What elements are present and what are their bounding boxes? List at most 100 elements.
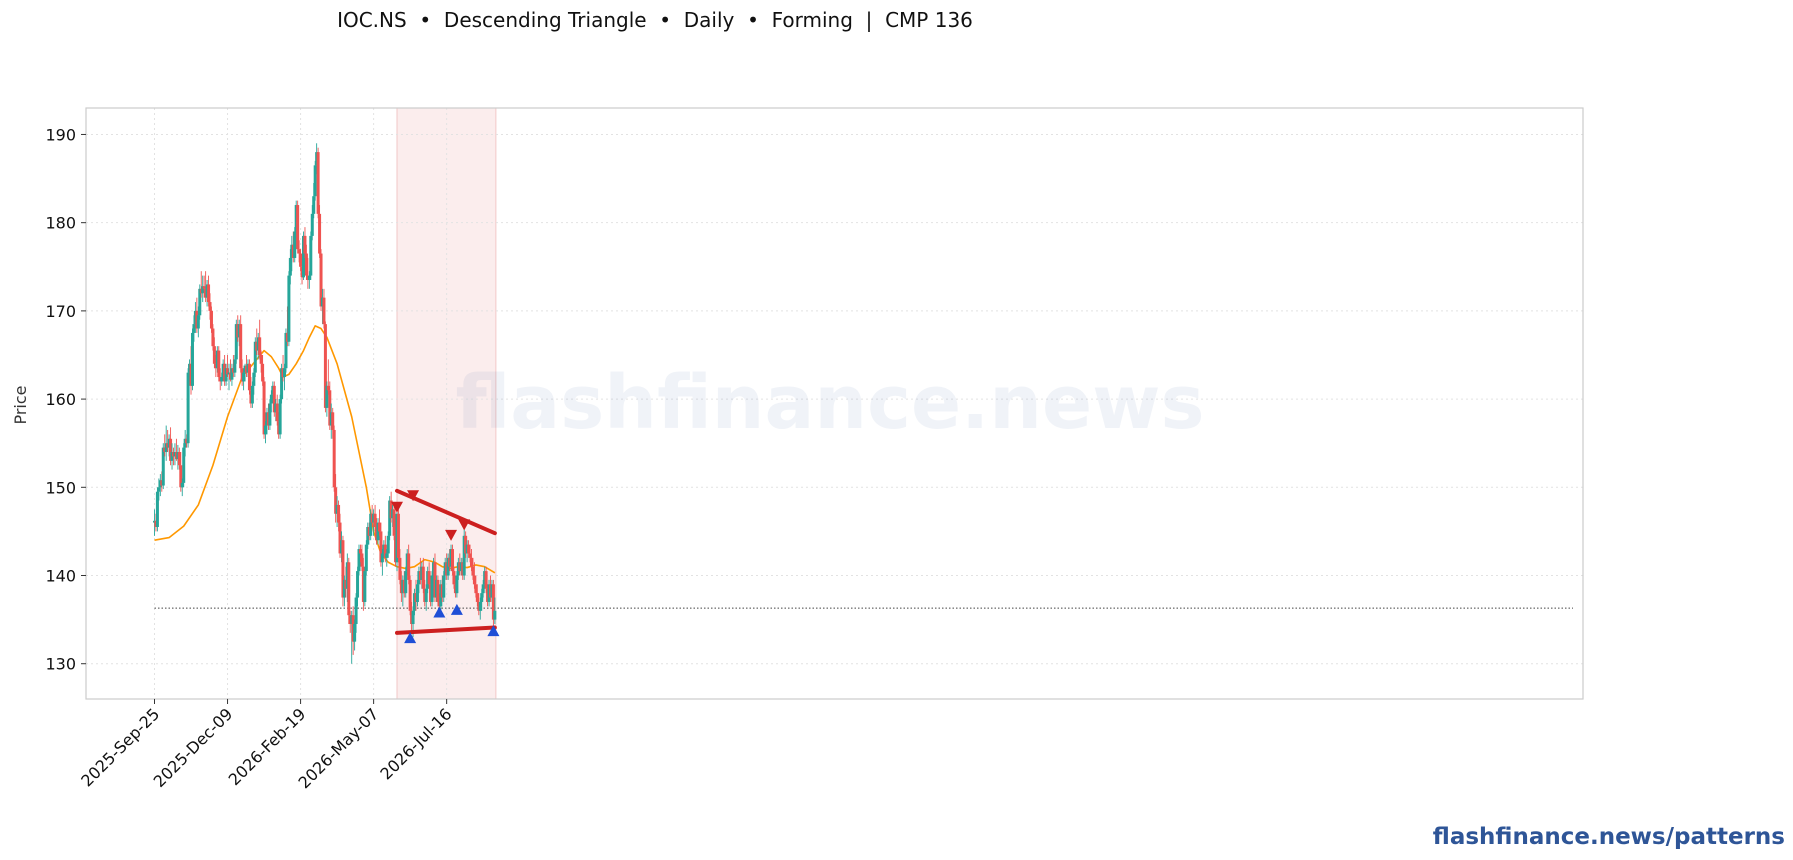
candle-body: [332, 429, 336, 488]
candle: [322, 288, 326, 329]
candle-body: [377, 522, 381, 532]
candle-body: [404, 571, 408, 594]
candle-body: [478, 601, 482, 611]
candle: [364, 540, 368, 576]
axis-layer: 1301401501601701801902025-Sep-252025-Dec…: [45, 125, 455, 792]
candle-body: [302, 235, 306, 278]
candle-body: [207, 284, 211, 303]
candle: [278, 394, 282, 439]
candle-body: [452, 571, 456, 585]
candle-body: [230, 368, 234, 380]
swing-low-marker: [487, 625, 500, 637]
candle-body: [233, 359, 237, 373]
candle-body: [474, 584, 478, 594]
candle-body: [424, 588, 428, 602]
candle: [353, 619, 357, 651]
candle-body: [297, 249, 301, 254]
candle: [360, 544, 364, 572]
candle: [217, 346, 221, 382]
swing-high-marker: [458, 519, 471, 531]
candle-body: [322, 297, 326, 325]
candle: [296, 200, 300, 254]
candle-body: [358, 549, 362, 554]
candle-body: [155, 491, 159, 527]
candle-body: [451, 549, 455, 572]
candle-body: [212, 346, 216, 364]
candle: [313, 160, 317, 201]
candle-body: [258, 337, 262, 355]
candle-body: [337, 504, 341, 523]
candle-body: [407, 553, 411, 580]
candle-body: [396, 513, 400, 558]
candle-body: [288, 257, 292, 276]
candle-body: [356, 571, 360, 598]
candle-body: [196, 315, 200, 329]
candle-body: [421, 566, 425, 589]
candle-body: [347, 562, 351, 616]
candle-body: [169, 438, 173, 461]
candle-body: [247, 363, 251, 391]
candle-body: [253, 341, 257, 373]
candle-body: [392, 509, 396, 536]
candle-body: [493, 610, 497, 620]
candle: [430, 571, 434, 607]
candle-body: [383, 544, 387, 558]
lower-trendline: [394, 625, 497, 635]
candle-body: [427, 571, 431, 585]
candle-body: [469, 557, 473, 567]
candle: [442, 571, 446, 602]
candle: [155, 487, 159, 532]
candle: [491, 579, 495, 629]
candle-body: [353, 624, 357, 642]
candle: [252, 368, 256, 395]
candle-body: [334, 487, 338, 514]
grid-layer: [86, 108, 1583, 699]
candle-body: [264, 425, 268, 435]
swing-low-marker: [404, 632, 417, 644]
candle: [186, 368, 190, 448]
candle-body: [408, 579, 412, 611]
candle: [275, 394, 279, 426]
candle-body: [234, 324, 238, 360]
candle-body: [398, 557, 402, 580]
candle: [424, 584, 428, 611]
candle-body: [379, 531, 383, 563]
candle: [316, 147, 320, 219]
watermark: flashfinance.news: [455, 360, 1204, 446]
candle-body: [386, 535, 390, 554]
candle: [436, 575, 440, 607]
brand-link[interactable]: flashfinance.news/patterns: [1432, 824, 1785, 850]
candle-body: [262, 381, 266, 435]
y-tick-label: 130: [45, 655, 76, 674]
x-tick-label: 2026-Jul-16: [376, 704, 455, 783]
candle-body: [201, 286, 205, 294]
candle-body: [357, 549, 361, 572]
candle-body: [313, 165, 317, 197]
candle: [304, 244, 308, 281]
candle-body: [455, 575, 459, 594]
candle-body: [280, 368, 284, 400]
candle-body: [316, 152, 320, 214]
candle-body: [415, 584, 419, 602]
candle-body: [220, 377, 224, 382]
candle-body: [331, 412, 335, 430]
candle: [258, 319, 262, 360]
swing-high-marker: [390, 501, 403, 513]
candle-body: [481, 584, 485, 594]
candle: [451, 544, 455, 576]
candle: [396, 509, 400, 563]
candle-body: [242, 372, 246, 382]
candle-body: [217, 350, 221, 378]
candle-body: [484, 571, 488, 589]
candle-body: [177, 452, 181, 466]
candle: [212, 337, 216, 369]
candle-body: [202, 286, 206, 289]
candle-body: [209, 310, 213, 329]
y-tick-label: 180: [45, 214, 76, 233]
candle: [268, 399, 272, 430]
candle-body: [369, 513, 373, 536]
candle-body: [364, 544, 368, 572]
candle: [326, 359, 330, 395]
candle-body: [468, 553, 472, 558]
candle: [303, 227, 307, 258]
